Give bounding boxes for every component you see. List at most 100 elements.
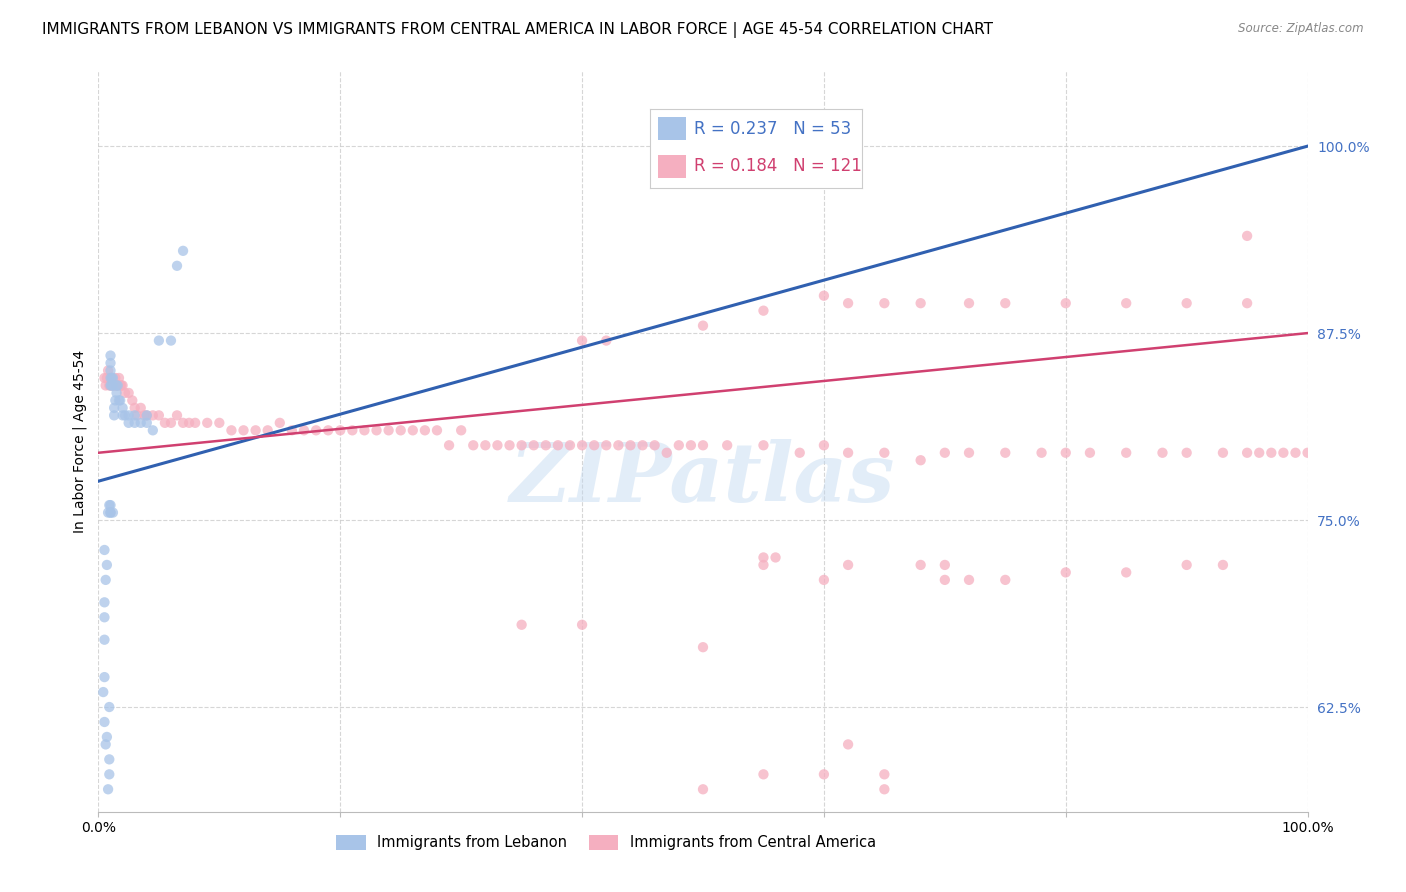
Point	[534, 438, 557, 452]
Point	[166, 259, 188, 273]
Point	[789, 446, 811, 460]
Point	[124, 416, 146, 430]
Point	[463, 438, 485, 452]
Point	[281, 423, 304, 437]
Point	[1236, 296, 1258, 310]
Point	[595, 334, 617, 348]
Point	[498, 438, 520, 452]
Point	[100, 378, 122, 392]
Point	[571, 334, 593, 348]
Point	[571, 438, 593, 452]
Point	[107, 378, 129, 392]
Point	[104, 371, 127, 385]
Point	[100, 371, 122, 385]
Point	[873, 782, 896, 797]
Point	[105, 386, 128, 401]
Point	[93, 595, 115, 609]
Point	[124, 401, 146, 415]
Point	[1249, 446, 1271, 460]
Point	[1260, 446, 1282, 460]
Point	[679, 438, 702, 452]
Point	[148, 334, 170, 348]
Point	[108, 393, 131, 408]
Point	[111, 378, 134, 392]
Point	[127, 409, 149, 423]
Point	[329, 423, 352, 437]
Point	[135, 409, 157, 423]
Point	[101, 378, 124, 392]
Point	[98, 498, 121, 512]
Point	[160, 416, 183, 430]
Point	[316, 423, 339, 437]
Point	[100, 378, 122, 392]
Point	[994, 573, 1017, 587]
Point	[100, 506, 122, 520]
Point	[184, 416, 207, 430]
Point	[934, 446, 956, 460]
Point	[813, 767, 835, 781]
Point	[1212, 558, 1234, 572]
Point	[1236, 446, 1258, 460]
Point	[96, 371, 118, 385]
Point	[752, 550, 775, 565]
Point	[93, 714, 115, 729]
Point	[607, 438, 630, 452]
Point	[108, 371, 131, 385]
Point	[101, 506, 124, 520]
Point	[1284, 446, 1306, 460]
Point	[752, 438, 775, 452]
Point	[1115, 446, 1137, 460]
Text: ZIPatlas: ZIPatlas	[510, 439, 896, 518]
Point	[437, 438, 460, 452]
Point	[668, 438, 690, 452]
Bar	[658, 154, 686, 178]
Point	[752, 558, 775, 572]
Point	[292, 423, 315, 437]
Point	[1115, 296, 1137, 310]
Point	[873, 296, 896, 310]
Point	[148, 409, 170, 423]
Point	[160, 334, 183, 348]
Point	[305, 423, 328, 437]
Point	[93, 543, 115, 558]
Point	[523, 438, 546, 452]
Point	[837, 296, 859, 310]
Point	[765, 550, 787, 565]
Point	[1212, 446, 1234, 460]
Point	[256, 423, 278, 437]
Point	[135, 409, 157, 423]
Point	[124, 409, 146, 423]
Point	[98, 378, 121, 392]
Point	[118, 386, 141, 401]
Point	[1031, 446, 1053, 460]
Point	[583, 438, 606, 452]
Point	[342, 423, 364, 437]
Point	[873, 767, 896, 781]
Point	[910, 453, 932, 467]
Point	[558, 438, 581, 452]
Point	[571, 617, 593, 632]
Point	[1272, 446, 1295, 460]
Point	[547, 438, 569, 452]
Point	[142, 423, 165, 437]
Point	[377, 423, 399, 437]
Point	[100, 349, 122, 363]
Point	[118, 409, 141, 423]
Point	[118, 416, 141, 430]
Point	[510, 438, 533, 452]
Point	[837, 558, 859, 572]
Point	[716, 438, 738, 452]
Point	[692, 438, 714, 452]
Point	[486, 438, 509, 452]
Point	[97, 782, 120, 797]
Point	[100, 506, 122, 520]
Point	[108, 378, 131, 392]
Point	[813, 573, 835, 587]
Point	[692, 640, 714, 655]
Point	[100, 356, 122, 370]
Point	[837, 738, 859, 752]
Point	[389, 423, 412, 437]
Point	[1115, 566, 1137, 580]
Point	[208, 416, 231, 430]
Point	[111, 401, 134, 415]
